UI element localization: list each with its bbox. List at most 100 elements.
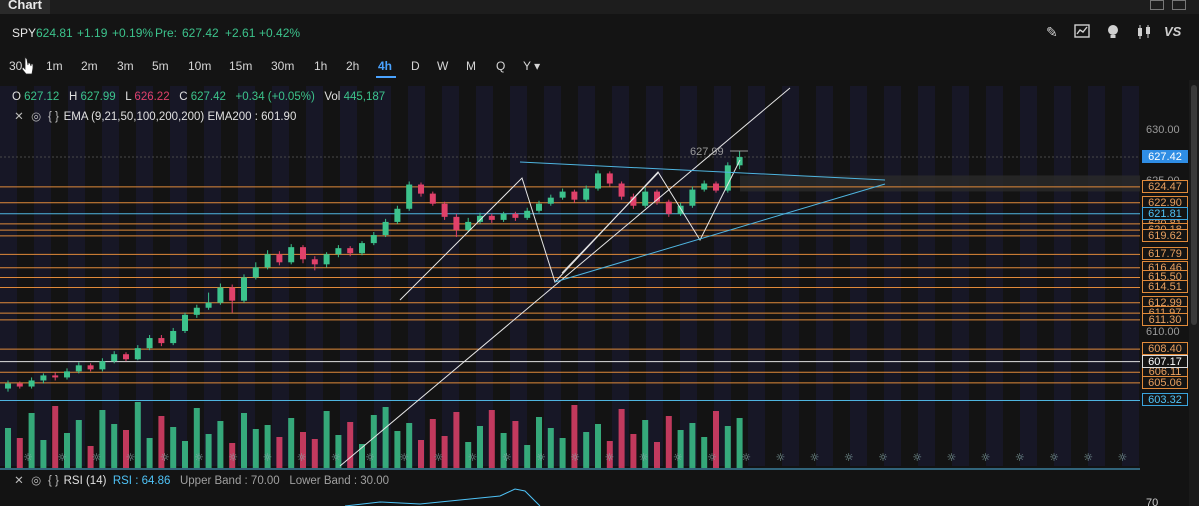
- timeframe-D[interactable]: D: [411, 59, 420, 73]
- script-icon[interactable]: { }: [47, 111, 59, 123]
- candle-body: [288, 247, 295, 263]
- session-marker-icon: ☼: [331, 451, 341, 464]
- timeframe-1h[interactable]: 1h: [314, 59, 328, 73]
- volume-bar: [394, 431, 401, 468]
- candle-body: [123, 354, 129, 360]
- volume-bar: [701, 437, 708, 468]
- candle-body: [642, 191, 649, 206]
- session-marker-icon: ☼: [673, 451, 683, 464]
- volume-bar: [370, 415, 377, 468]
- session-shade: [646, 86, 663, 466]
- level-price-label: 611.30: [1142, 312, 1188, 326]
- session-marker-icon: ☼: [262, 451, 272, 464]
- session-marker-icon: ☼: [912, 451, 922, 464]
- timeframe-1m[interactable]: 1m: [46, 59, 63, 73]
- timeframe-15m[interactable]: 15m: [229, 59, 253, 73]
- session-marker-icon: ☼: [639, 451, 649, 464]
- premarket-label: Pre:: [155, 26, 178, 40]
- session-marker-icon: ☼: [844, 451, 854, 464]
- candle-body: [311, 259, 318, 265]
- candle-body: [701, 183, 708, 190]
- timeframe-W[interactable]: W: [437, 59, 449, 73]
- volume-bar: [229, 443, 236, 468]
- timeframe-M[interactable]: M: [466, 59, 476, 73]
- timeframe-10m[interactable]: 10m: [188, 59, 212, 73]
- session-marker-icon: ☼: [1117, 451, 1127, 464]
- visibility-icon[interactable]: ◎: [31, 111, 42, 123]
- low-value: 626.22: [134, 91, 170, 103]
- maximize-icon[interactable]: [1172, 0, 1186, 10]
- session-shade: [306, 86, 323, 466]
- timeframe-2m[interactable]: 2m: [81, 59, 98, 73]
- volume-bar: [429, 419, 436, 468]
- minimize-icon[interactable]: [1150, 0, 1164, 10]
- session-shade: [850, 86, 867, 466]
- volume-bar: [689, 423, 696, 468]
- chart-icon[interactable]: [1074, 24, 1090, 41]
- candle-body: [713, 183, 719, 191]
- volume-bar: [52, 406, 59, 468]
- candles-icon[interactable]: [1136, 24, 1152, 43]
- session-shade: [714, 86, 731, 466]
- timeframe-5m[interactable]: 5m: [152, 59, 169, 73]
- candle-body: [724, 165, 731, 191]
- session-shade: [680, 86, 697, 466]
- timeframe-30m[interactable]: 30m: [271, 59, 295, 73]
- volume-bar: [311, 439, 318, 468]
- candle-body: [665, 201, 672, 214]
- timeframe-30[interactable]: 30: [9, 59, 23, 73]
- scrollbar[interactable]: [1189, 80, 1199, 506]
- candle-body: [193, 307, 200, 315]
- session-marker-icon: ☼: [160, 451, 170, 464]
- volume-bar: [724, 426, 731, 468]
- vs-compare-button[interactable]: VS: [1164, 24, 1182, 39]
- script-icon[interactable]: { }: [47, 475, 59, 487]
- lightbulb-icon[interactable]: [1106, 24, 1120, 43]
- chart-canvas[interactable]: 627.99 ☼ ☼ ☼ ☼ ☼ ☼ ☼ ☼ ☼ ☼ ☼ ☼ ☼ ☼ ☼ ☼ ☼ ☼ ☼ ☼ ☼ ☼ ☼ ☼ ☼ ☼ ☼ ☼ ☼ ☼ ☼ ☼ ☼: [0, 80, 1199, 506]
- session-marker-icon: ☼: [1083, 451, 1093, 464]
- trendline-inner: [561, 172, 659, 274]
- visibility-icon[interactable]: ◎: [31, 475, 42, 487]
- timeframe-3m[interactable]: 3m: [117, 59, 134, 73]
- price-chart[interactable]: 627.99 ☼ ☼ ☼ ☼ ☼ ☼ ☼ ☼ ☼ ☼ ☼ ☼ ☼ ☼ ☼ ☼ ☼ ☼ ☼ ☼ ☼ ☼ ☼ ☼ ☼ ☼ ☼ ☼ ☼ ☼ ☼ ☼ ☼…: [0, 80, 1199, 506]
- white-level-label: 607.17: [1142, 354, 1188, 368]
- session-marker-icon: ☼: [297, 451, 307, 464]
- candle-body: [323, 254, 330, 265]
- session-shade: [884, 86, 901, 466]
- session-marker-icon: ☼: [878, 451, 888, 464]
- mouse-cursor-icon: [21, 56, 35, 81]
- session-shade: [34, 86, 51, 466]
- session-shade: [170, 86, 187, 466]
- session-shade: [340, 86, 357, 466]
- timeframe-Y[interactable]: Y ▾: [523, 59, 541, 73]
- blue-level-label: 621.81: [1142, 206, 1188, 220]
- candle-body: [99, 361, 106, 370]
- candle-body: [618, 183, 625, 197]
- open-value: 627.12: [24, 91, 60, 103]
- volume-bar: [500, 433, 507, 468]
- candle-body: [512, 213, 519, 218]
- ema-label: EMA (9,21,50,100,200,200): [63, 111, 205, 123]
- volume-bar: [182, 441, 188, 468]
- candle-body: [276, 254, 283, 263]
- rsi-tick: 70: [1146, 497, 1159, 506]
- volume-bar: [559, 438, 566, 468]
- candle-body: [524, 210, 531, 218]
- current-price-label: 627.42: [1142, 150, 1188, 164]
- volume-bar: [595, 424, 601, 468]
- session-shade: [578, 86, 595, 466]
- timeframe-Q[interactable]: Q: [496, 59, 506, 73]
- rsi-upper-band: Upper Band : 70.00: [179, 475, 280, 487]
- close-icon[interactable]: ✕: [14, 111, 24, 123]
- pencil-icon[interactable]: ✎: [1046, 24, 1058, 40]
- scrollbar-thumb[interactable]: [1191, 85, 1197, 325]
- timeframe-2h[interactable]: 2h: [346, 59, 360, 73]
- volume-bar: [630, 434, 637, 468]
- session-marker-icon: ☼: [570, 451, 580, 464]
- timeframe-4h[interactable]: 4h: [378, 59, 393, 73]
- close-icon[interactable]: ✕: [14, 475, 24, 487]
- candle-body: [134, 348, 141, 360]
- symbol[interactable]: SPY: [12, 26, 37, 40]
- window-title: Chart: [0, 0, 50, 14]
- volume-bar: [642, 420, 649, 468]
